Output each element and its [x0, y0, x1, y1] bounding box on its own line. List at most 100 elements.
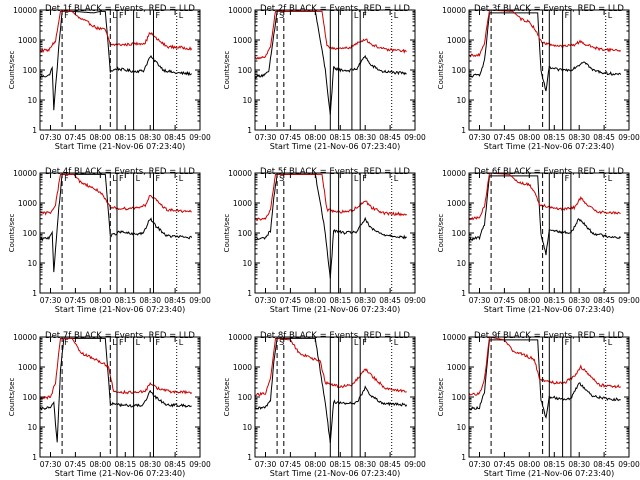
marker-label: L	[136, 11, 141, 20]
x-tick-label: 08:00	[304, 133, 326, 142]
marker-label: L	[112, 11, 117, 20]
marker-label: F	[565, 11, 570, 20]
lld-series-line	[254, 337, 407, 397]
marker-label: L	[354, 11, 359, 20]
marker-label: L	[394, 11, 399, 20]
x-axis-label: Start Time (21-Nov-06 07:23:40)	[484, 305, 614, 314]
marker-label: L	[112, 338, 117, 347]
x-tick-label: 09:00	[189, 296, 211, 305]
marker-label: F	[156, 174, 161, 183]
marker-label: L	[179, 11, 184, 20]
y-tick-label: 10000	[13, 169, 37, 178]
x-tick-label: 07:45	[280, 133, 302, 142]
y-tick-label: 1	[32, 289, 37, 298]
y-axis-label: Counts/sec	[437, 51, 445, 90]
y-tick-label: 10000	[13, 333, 37, 342]
y-axis-label: Counts/sec	[223, 214, 231, 253]
y-tick-label: 1	[247, 289, 252, 298]
x-tick-label: 07:30	[469, 460, 491, 469]
marker-label: L	[354, 174, 359, 183]
y-tick-label: 100	[23, 229, 38, 238]
y-tick-label: 10	[27, 259, 37, 268]
marker-label: L	[112, 174, 117, 183]
y-tick-label: 10000	[228, 333, 252, 342]
x-tick-label: 09:00	[404, 133, 426, 142]
x-tick-label: 08:00	[518, 296, 540, 305]
events-series-line	[254, 337, 408, 443]
x-tick-label: 07:45	[494, 460, 516, 469]
x-tick-label: 08:30	[139, 296, 161, 305]
lld-series-line	[468, 172, 621, 221]
x-tick-label: 08:45	[379, 460, 401, 469]
x-tick-label: 07:45	[65, 133, 87, 142]
lld-series-line	[254, 173, 408, 221]
lld-series-line	[39, 10, 193, 53]
x-tick-label: 08:15	[114, 296, 136, 305]
y-tick-label: 10	[456, 96, 466, 105]
chart-title: Det 6f BLACK = Events, RED = LLD	[474, 167, 624, 177]
x-tick-label: 08:45	[593, 133, 615, 142]
marker-label: F	[362, 338, 367, 347]
chart-title: Det 1f BLACK = Events, RED = LLD	[45, 4, 195, 14]
plot-frame	[254, 9, 416, 131]
x-tick-label: 08:45	[164, 133, 186, 142]
x-tick-label: 09:00	[618, 460, 640, 469]
x-tick-label: 08:45	[379, 133, 401, 142]
marker-label: S	[279, 338, 284, 347]
x-tick-label: 08:30	[568, 296, 590, 305]
marker-label: F	[565, 338, 570, 347]
y-tick-label: 10000	[442, 169, 466, 178]
y-tick-label: 100	[23, 66, 38, 75]
marker-label: S	[279, 11, 284, 20]
events-series-line	[254, 173, 407, 279]
x-tick-label: 08:15	[543, 460, 565, 469]
x-axis-label: Start Time (21-Nov-06 07:23:40)	[55, 469, 185, 478]
marker-label: L	[354, 338, 359, 347]
marker-label: F	[119, 338, 124, 347]
events-series-line	[468, 12, 622, 92]
x-tick-label: 07:30	[255, 460, 277, 469]
marker-label: S	[279, 174, 284, 183]
x-axis-label: Start Time (21-Nov-06 07:23:40)	[270, 142, 400, 151]
marker-label: F	[64, 174, 69, 183]
marker-label: F	[362, 174, 367, 183]
x-tick-label: 08:45	[164, 460, 186, 469]
marker-label: L	[179, 174, 184, 183]
y-tick-label: 100	[452, 66, 467, 75]
marker-label: F	[565, 174, 570, 183]
x-tick-label: 08:15	[543, 296, 565, 305]
lld-series-line	[39, 337, 193, 400]
x-tick-label: 08:30	[354, 460, 376, 469]
y-tick-label: 10000	[442, 333, 466, 342]
lld-series-line	[468, 336, 621, 397]
y-tick-label: 10	[456, 423, 466, 432]
y-tick-label: 1000	[233, 199, 252, 208]
x-tick-label: 08:15	[114, 460, 136, 469]
x-tick-label: 08:15	[329, 296, 351, 305]
chart-title: Det 4f BLACK = Events, RED = LLD	[45, 167, 195, 177]
chart-title: Det 9f BLACK = Events, RED = LLD	[474, 331, 624, 341]
x-tick-label: 08:45	[593, 296, 615, 305]
x-tick-label: 08:00	[518, 133, 540, 142]
marker-label: F	[64, 338, 69, 347]
y-axis-label: Counts/sec	[8, 51, 16, 90]
y-tick-label: 1000	[447, 199, 466, 208]
chart-title: Det 7f BLACK = Events, RED = LLD	[45, 331, 195, 341]
x-tick-label: 09:00	[618, 133, 640, 142]
x-tick-label: 08:30	[354, 296, 376, 305]
x-tick-label: 07:45	[494, 296, 516, 305]
x-tick-label: 07:45	[280, 460, 302, 469]
x-tick-label: 07:30	[469, 296, 491, 305]
y-tick-label: 100	[452, 229, 467, 238]
y-tick-label: 10	[242, 96, 252, 105]
lld-series-line	[254, 10, 407, 60]
x-tick-label: 08:00	[89, 460, 111, 469]
x-tick-label: 08:30	[568, 133, 590, 142]
y-tick-label: 10	[27, 96, 37, 105]
y-tick-label: 10	[242, 259, 252, 268]
marker-label: L	[394, 338, 399, 347]
y-tick-label: 100	[238, 393, 253, 402]
x-tick-label: 09:00	[404, 296, 426, 305]
